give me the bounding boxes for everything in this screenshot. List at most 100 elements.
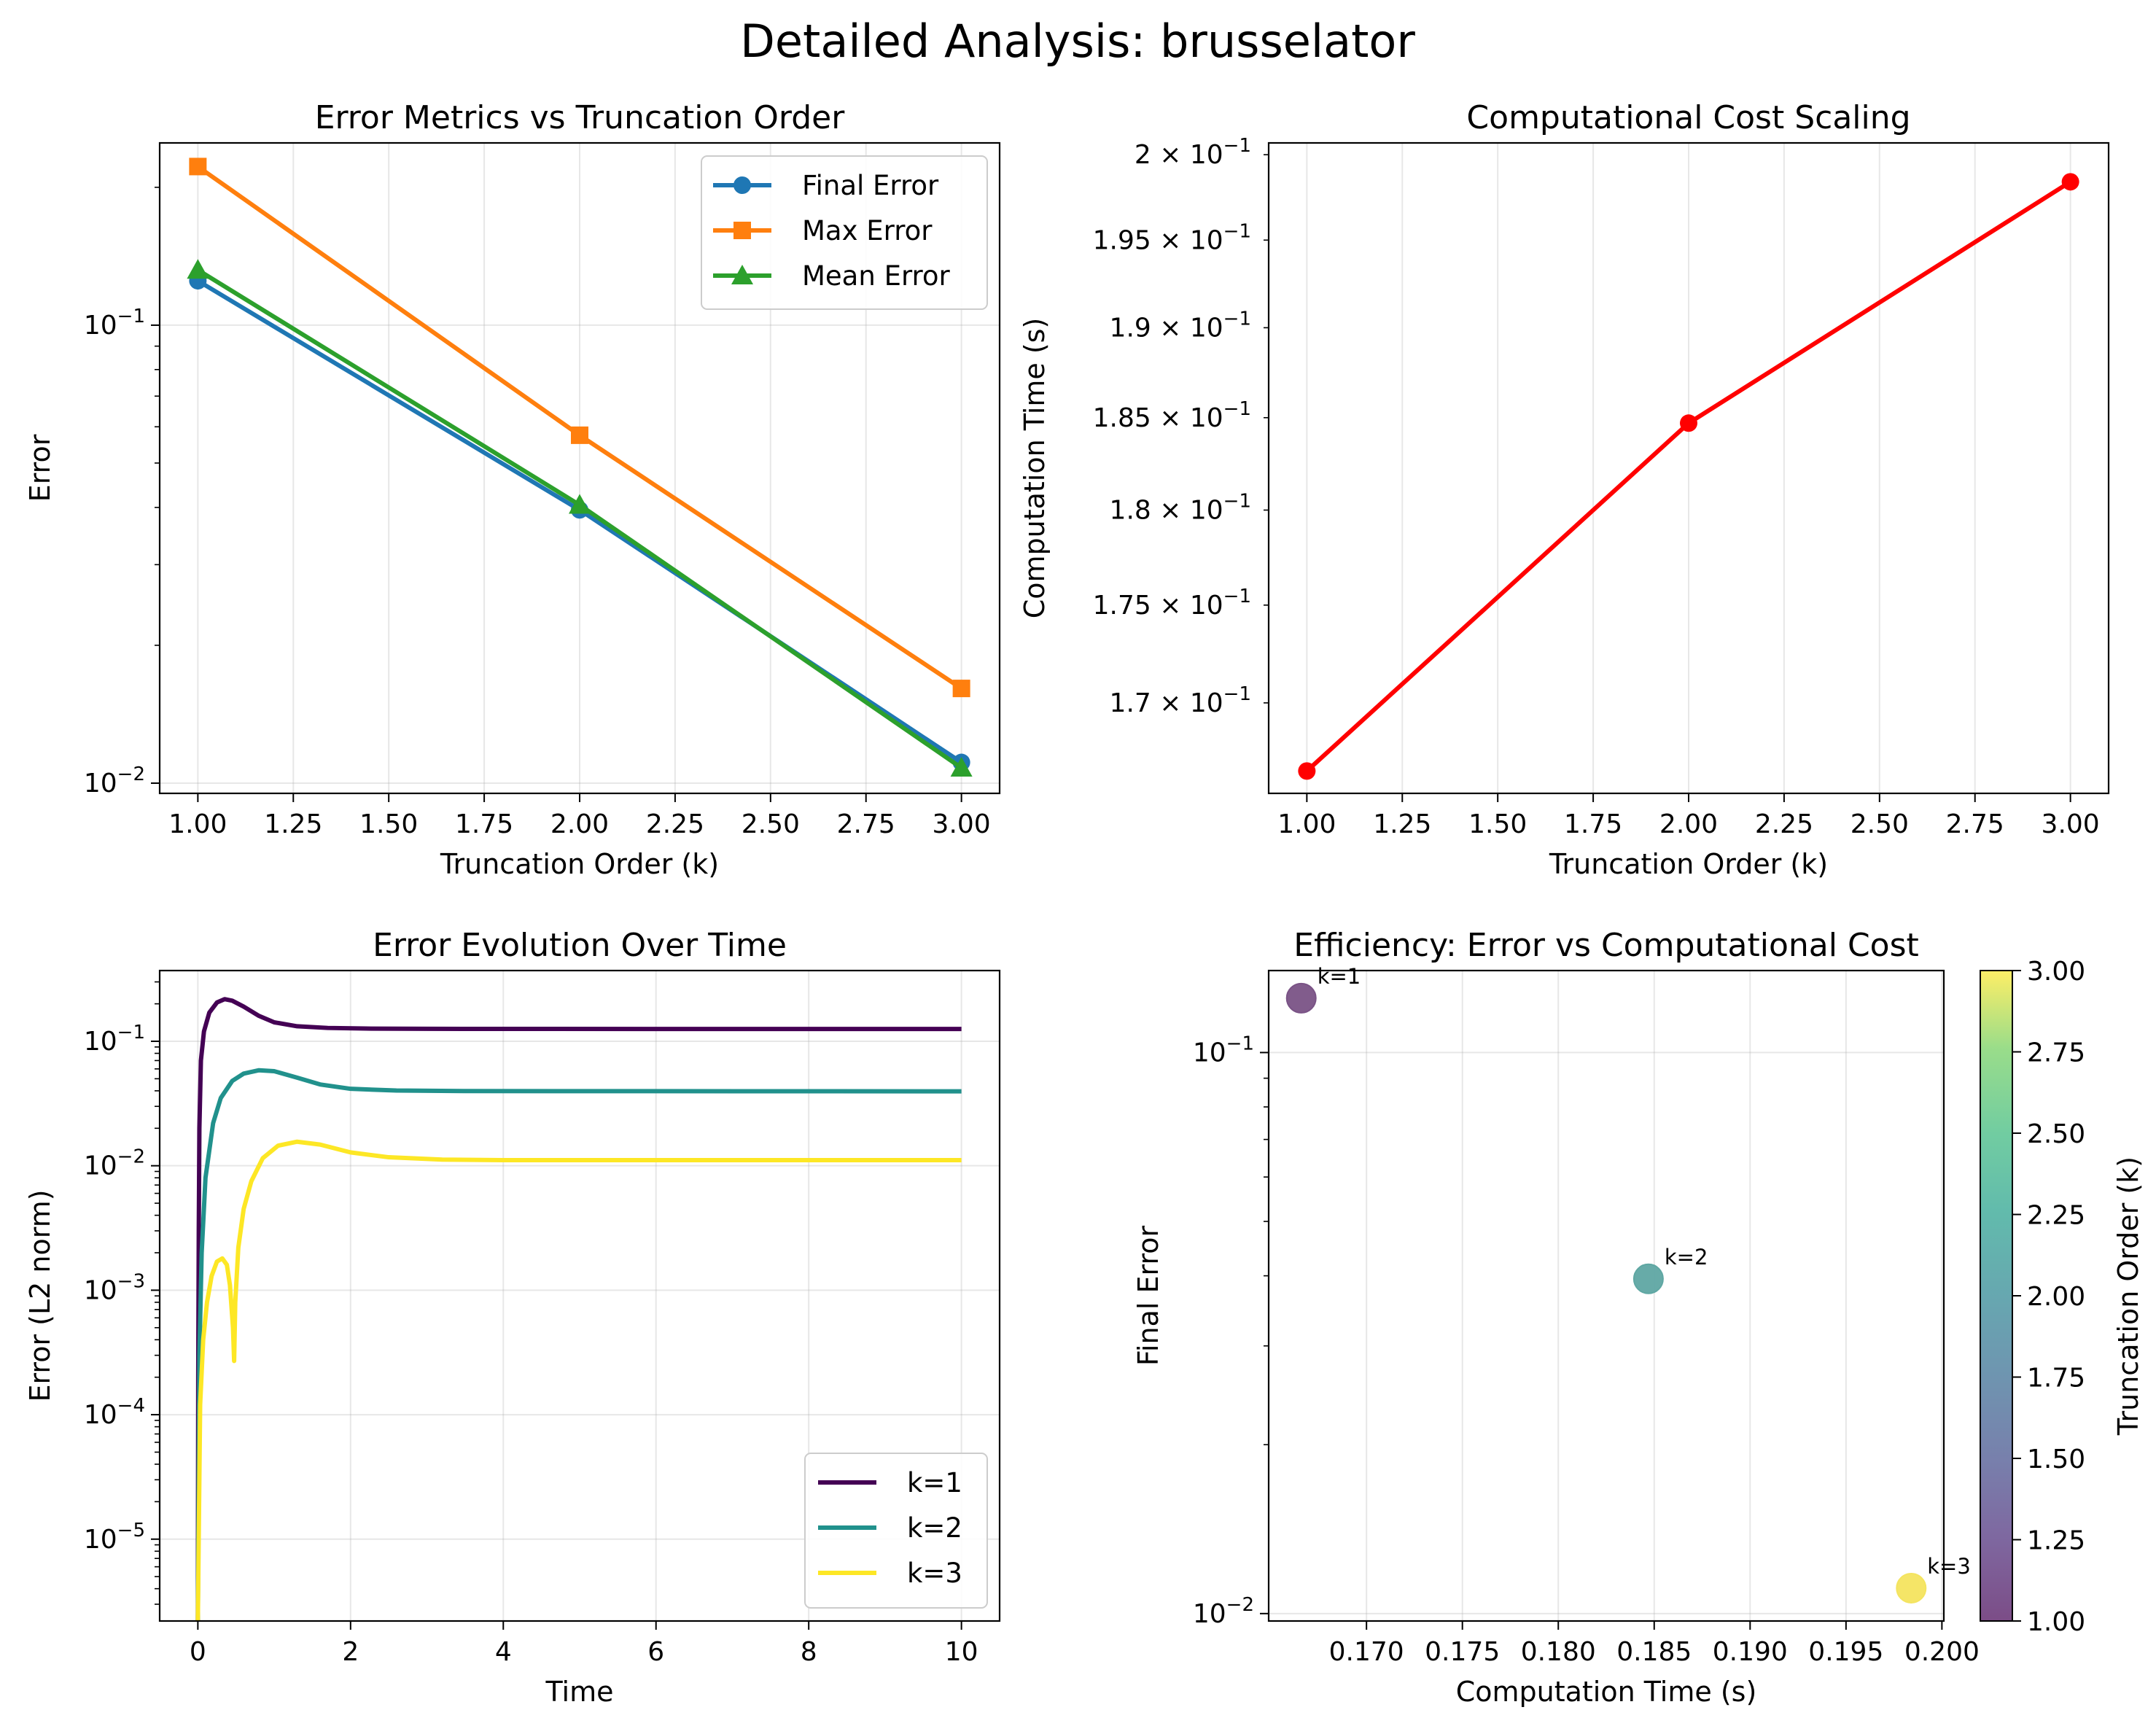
legend-label: k=2 xyxy=(907,1512,962,1544)
legend-label: k=1 xyxy=(907,1467,962,1498)
panel-error-metrics: 1.00 1.25 1.50 1.75 2.00 2.25 2.50 2.75 3.00 10−1… xyxy=(24,99,1001,880)
colorbar-tick-label: 1.25 xyxy=(2027,1526,2085,1556)
plot-frame xyxy=(1267,141,2110,795)
x-tick-label: 1.00 xyxy=(1277,809,1336,839)
y-tick-label: 10−5 xyxy=(84,1520,145,1555)
x-tick-label: 10 xyxy=(945,1637,978,1667)
legend-label: Final Error xyxy=(802,170,939,201)
scatter-point xyxy=(1896,1572,1927,1603)
y-axis-label: Error (L2 norm) xyxy=(24,1189,56,1402)
x-axis-label: Computation Time (s) xyxy=(1456,1676,1757,1708)
y-tick-label: 1.8 × 10−1 xyxy=(1110,491,1251,526)
series-line xyxy=(195,1068,962,1621)
legend-box xyxy=(804,1453,988,1609)
y-tick-label: 10−1 xyxy=(84,1022,145,1057)
x-tick-label: 0.185 xyxy=(1616,1637,1692,1667)
x-tick-label: 6 xyxy=(647,1637,664,1667)
x-tick-label: 3.00 xyxy=(2042,809,2100,839)
data-point xyxy=(189,158,207,176)
x-axis-label: Truncation Order (k) xyxy=(440,848,719,880)
data-point xyxy=(1298,762,1316,780)
figure-title: Detailed Analysis: brusselator xyxy=(740,15,1415,68)
plot-frame xyxy=(158,141,1001,795)
point-annotation: k=3 xyxy=(1927,1554,1971,1579)
panel-computational-cost: 1.00 1.25 1.50 1.75 2.00 2.25 2.50 2.75 3.00 2 × … xyxy=(1019,99,2110,880)
data-point xyxy=(1680,414,1697,432)
x-tick-label: 1.75 xyxy=(1564,809,1622,839)
y-tick-label: 1.95 × 10−1 xyxy=(1093,220,1251,255)
x-tick-label: 4 xyxy=(495,1637,512,1667)
panel-title: Error Evolution Over Time xyxy=(373,927,787,964)
y-axis-label: Error xyxy=(24,434,56,502)
series-line xyxy=(195,1139,962,1621)
data-point xyxy=(187,259,209,279)
legend-label: k=3 xyxy=(907,1558,962,1589)
x-tick-label: 0.170 xyxy=(1329,1637,1404,1667)
data-point xyxy=(733,222,751,239)
data-point xyxy=(569,494,591,514)
panel-efficiency: 0.170 0.175 0.180 0.185 0.190 0.195 0.200 10−1 1… xyxy=(1132,927,1980,1708)
plot-area xyxy=(187,158,973,777)
plot-area xyxy=(1298,173,2079,780)
series-line xyxy=(195,997,962,1621)
x-tick-label: 2.50 xyxy=(1850,809,1909,839)
legend-box xyxy=(701,155,988,310)
point-annotation: k=2 xyxy=(1665,1245,1708,1270)
x-tick-label: 2.25 xyxy=(646,809,704,839)
x-axis-label: Time xyxy=(545,1676,614,1708)
x-tick-label: 1.50 xyxy=(359,809,418,839)
legend: k=1 k=2 k=3 xyxy=(804,1453,988,1609)
y-tick-label: 10−2 xyxy=(1193,1594,1254,1629)
x-tick-label: 0.180 xyxy=(1521,1637,1596,1667)
colorbar-label: Truncation Order (k) xyxy=(2112,1157,2144,1436)
x-tick-label: 1.25 xyxy=(1373,809,1431,839)
x-tick-label: 0.175 xyxy=(1425,1637,1500,1667)
colorbar-tick-label: 2.75 xyxy=(2027,1038,2085,1068)
colorbar: 1.00 1.25 1.50 1.75 2.00 2.25 2.50 2.75 3.00 Trun… xyxy=(1980,957,2144,1637)
x-tick-label: 0.200 xyxy=(1904,1637,1980,1667)
x-tick-label: 1.75 xyxy=(455,809,513,839)
legend: Final Error Max Error Mean Error xyxy=(701,155,988,310)
panel-title: Error Metrics vs Truncation Order xyxy=(315,99,846,136)
panel-title: Computational Cost Scaling xyxy=(1466,99,1910,136)
colorbar-tick-label: 2.00 xyxy=(2027,1282,2085,1312)
x-tick-label: 2.00 xyxy=(1659,809,1718,839)
colorbar-tick-label: 1.00 xyxy=(2027,1607,2085,1637)
data-point xyxy=(952,680,970,698)
panel-title: Efficiency: Error vs Computational Cost xyxy=(1293,927,1919,964)
y-tick-label: 1.9 × 10−1 xyxy=(1110,308,1251,343)
x-tick-label: 2 xyxy=(342,1637,359,1667)
x-tick-label: 1.50 xyxy=(1468,809,1527,839)
colorbar-gradient xyxy=(1980,971,2012,1621)
data-point xyxy=(571,426,588,444)
plot-frame xyxy=(1267,969,1945,1622)
scatter-point xyxy=(1632,1263,1664,1294)
x-tick-label: 1.00 xyxy=(168,809,227,839)
x-tick-label: 0.190 xyxy=(1713,1637,1788,1667)
legend-label: Mean Error xyxy=(802,260,951,292)
y-tick-label: 1.85 × 10−1 xyxy=(1093,398,1251,433)
y-axis-label: Final Error xyxy=(1132,1225,1164,1366)
plot-area xyxy=(1285,982,1927,1603)
legend-label: Max Error xyxy=(802,215,933,246)
y-tick-label: 10−1 xyxy=(1193,1033,1254,1068)
x-tick-label: 8 xyxy=(801,1637,817,1667)
point-annotation: k=1 xyxy=(1318,964,1361,989)
x-tick-label: 0 xyxy=(190,1637,206,1667)
x-tick-label: 1.25 xyxy=(264,809,322,839)
x-axis-label: Truncation Order (k) xyxy=(1549,848,1828,880)
colorbar-tick-label: 2.50 xyxy=(2027,1119,2085,1149)
plot-frame xyxy=(158,969,1001,1622)
colorbar-tick-label: 1.50 xyxy=(2027,1445,2085,1474)
x-tick-label: 2.50 xyxy=(742,809,800,839)
scatter-point xyxy=(1285,982,1317,1014)
data-point xyxy=(731,265,753,284)
x-tick-label: 2.75 xyxy=(837,809,895,839)
y-tick-label: 2 × 10−1 xyxy=(1135,135,1251,170)
panel-error-evolution: 0 2 4 6 8 10 10−1 10−2 10−3 10−4 10−5 k=1 k=2 k=3 Erro… xyxy=(24,927,1001,1708)
x-tick-label: 0.195 xyxy=(1808,1637,1883,1667)
colorbar-tick-label: 3.00 xyxy=(2027,957,2085,987)
y-tick-label: 10−2 xyxy=(84,1146,145,1181)
colorbar-tick-label: 2.25 xyxy=(2027,1201,2085,1231)
